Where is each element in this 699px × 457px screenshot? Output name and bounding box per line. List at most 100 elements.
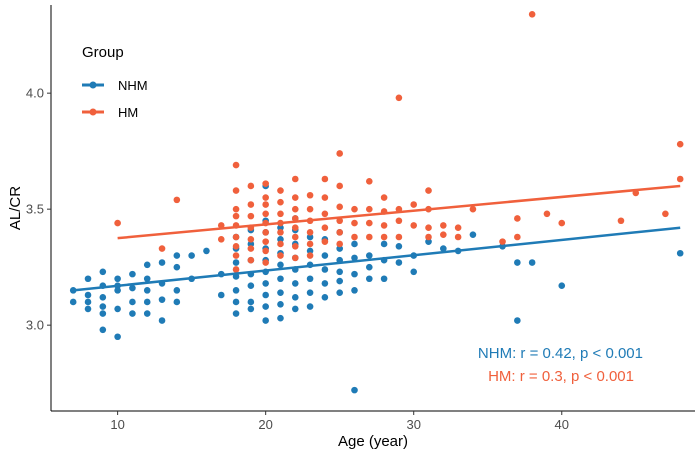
data-point-nhm bbox=[380, 240, 388, 248]
data-point-hm bbox=[262, 229, 269, 236]
data-point-nhm bbox=[440, 245, 447, 252]
data-point-hm bbox=[306, 191, 314, 199]
data-point-nhm bbox=[277, 275, 284, 283]
data-point-hm bbox=[247, 236, 255, 243]
data-point-hm bbox=[291, 233, 299, 241]
annotation-hm: HM: r = 0.3, p < 0.001 bbox=[488, 368, 634, 385]
data-point-nhm bbox=[321, 252, 329, 259]
data-point-hm bbox=[291, 205, 299, 213]
data-point-nhm bbox=[84, 298, 92, 306]
data-point-hm bbox=[454, 224, 462, 232]
data-point-nhm bbox=[232, 259, 240, 266]
axes bbox=[50, 5, 695, 412]
data-point-nhm bbox=[129, 284, 136, 292]
data-point-nhm bbox=[99, 268, 107, 276]
data-point-hm bbox=[232, 205, 240, 213]
data-point-nhm bbox=[173, 263, 181, 271]
data-point-hm bbox=[306, 252, 314, 259]
fit-line-nhm bbox=[73, 226, 681, 292]
data-point-nhm bbox=[114, 333, 121, 341]
data-point-hm bbox=[321, 175, 329, 183]
data-point-hm bbox=[232, 212, 240, 220]
y-tick-label: 4.0 bbox=[26, 86, 44, 101]
data-point-nhm bbox=[262, 291, 269, 299]
legend-label-hm: HM bbox=[118, 105, 138, 120]
data-point-hm bbox=[410, 222, 418, 229]
data-point-hm bbox=[336, 203, 343, 211]
data-point-nhm bbox=[247, 282, 255, 290]
data-point-hm bbox=[217, 222, 225, 229]
data-point-hm bbox=[365, 233, 373, 241]
data-point-nhm bbox=[306, 303, 314, 310]
data-point-nhm bbox=[129, 298, 136, 306]
data-point-nhm bbox=[365, 252, 373, 259]
data-point-hm bbox=[247, 245, 255, 252]
legend-label-nhm: NHM bbox=[118, 78, 148, 93]
data-point-hm bbox=[247, 256, 255, 264]
data-point-nhm bbox=[114, 287, 121, 294]
data-point-hm bbox=[558, 219, 566, 227]
data-point-nhm bbox=[277, 224, 284, 232]
legend-key-point-hm bbox=[89, 108, 97, 116]
data-point-hm bbox=[410, 201, 418, 208]
data-point-hm bbox=[425, 187, 432, 194]
data-point-hm bbox=[306, 240, 314, 248]
data-point-nhm bbox=[158, 296, 166, 303]
data-point-hm bbox=[380, 222, 388, 229]
data-point-hm bbox=[617, 217, 625, 225]
data-point-hm bbox=[232, 242, 240, 250]
data-point-hm bbox=[395, 217, 403, 225]
data-point-hm bbox=[351, 233, 358, 241]
data-point-nhm bbox=[143, 298, 151, 306]
data-point-hm bbox=[306, 205, 314, 213]
data-point-nhm bbox=[232, 298, 240, 306]
data-point-hm bbox=[262, 247, 269, 255]
data-point-hm bbox=[676, 140, 684, 148]
data-point-hm bbox=[440, 222, 447, 229]
data-point-hm bbox=[499, 238, 506, 245]
data-point-nhm bbox=[514, 317, 521, 324]
annotation-nhm: NHM: r = 0.42, p < 0.001 bbox=[478, 345, 643, 362]
data-point-nhm bbox=[232, 287, 240, 294]
fit-line-hm bbox=[117, 184, 681, 240]
data-point-hm bbox=[291, 175, 299, 183]
data-point-nhm bbox=[365, 263, 373, 271]
legend-title: Group bbox=[82, 44, 124, 61]
data-point-hm bbox=[395, 233, 403, 241]
data-point-nhm bbox=[336, 245, 343, 252]
data-point-hm bbox=[232, 252, 240, 259]
legend: Group NHM HM bbox=[82, 44, 148, 120]
data-point-nhm bbox=[247, 305, 255, 313]
data-point-hm bbox=[247, 212, 255, 220]
data-point-hm bbox=[425, 233, 432, 241]
legend-item-nhm: NHM bbox=[82, 78, 148, 93]
data-point-hm bbox=[262, 201, 269, 208]
data-point-nhm bbox=[321, 294, 329, 301]
y-axis-title: AL/CR bbox=[7, 186, 24, 230]
data-point-nhm bbox=[114, 275, 121, 283]
data-point-nhm bbox=[351, 240, 358, 248]
data-point-hm bbox=[262, 238, 269, 245]
data-point-nhm bbox=[247, 240, 255, 248]
data-point-hm bbox=[365, 219, 373, 227]
data-point-hm bbox=[321, 210, 329, 218]
data-point-nhm bbox=[306, 275, 314, 283]
data-point-hm bbox=[321, 224, 329, 232]
data-point-nhm bbox=[277, 261, 284, 269]
data-point-nhm bbox=[351, 270, 358, 278]
data-point-hm bbox=[291, 215, 299, 222]
data-point-hm bbox=[351, 205, 358, 213]
data-point-nhm bbox=[277, 289, 284, 296]
data-point-hm bbox=[173, 196, 181, 204]
data-point-hm bbox=[217, 236, 225, 243]
data-point-nhm bbox=[158, 317, 166, 324]
data-point-nhm bbox=[99, 294, 107, 301]
data-point-hm bbox=[514, 215, 521, 222]
data-point-hm bbox=[395, 94, 403, 102]
data-point-nhm bbox=[306, 247, 314, 255]
data-point-hm bbox=[262, 194, 269, 201]
data-point-nhm bbox=[247, 298, 255, 306]
data-point-nhm bbox=[277, 236, 284, 243]
data-point-nhm bbox=[351, 287, 358, 294]
